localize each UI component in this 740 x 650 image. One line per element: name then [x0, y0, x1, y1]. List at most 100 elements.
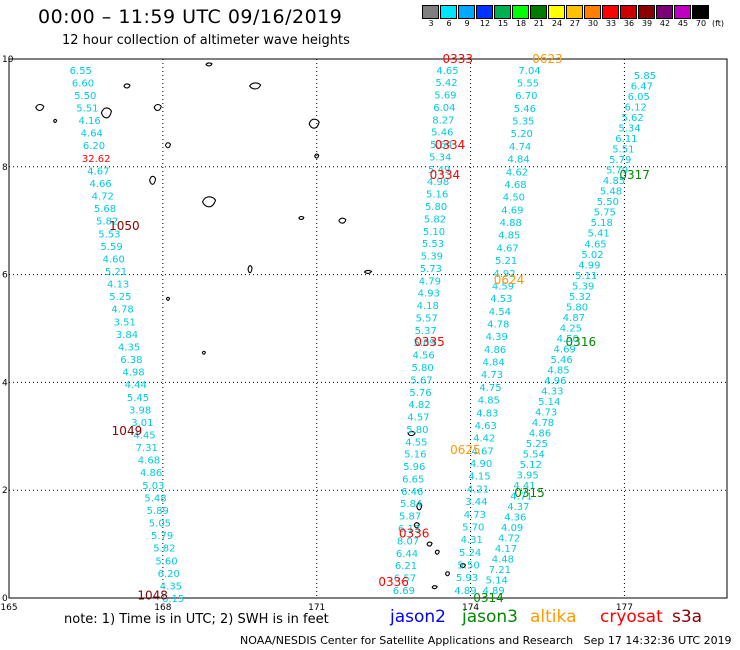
island-outline [153, 103, 162, 112]
swh-value: 4.25 [560, 323, 582, 334]
swh-value: 4.72 [92, 192, 114, 203]
legend-swatch [620, 5, 637, 19]
swh-value: 4.64 [81, 129, 103, 140]
swh-value: 5.85 [634, 71, 656, 82]
swh-value: 5.51 [76, 104, 98, 115]
swh-value: 6.69 [393, 586, 415, 597]
swh-value: 4.21 [467, 484, 489, 495]
legend-swatch [440, 5, 457, 19]
swh-value: 5.89 [147, 506, 169, 517]
legend-swatch [674, 5, 691, 19]
swh-value: 5.34 [429, 152, 451, 163]
legend-swatch [512, 5, 529, 19]
swh-value: 6.21 [395, 561, 417, 572]
swh-value: 4.75 [479, 383, 501, 394]
island-outline [201, 196, 217, 208]
swh-value: 5.39 [572, 281, 594, 292]
swh-value: 4.86 [484, 345, 506, 356]
x-tick-label: 168 [154, 603, 171, 613]
island-outline [100, 107, 113, 119]
swh-value: 4.50 [503, 193, 525, 204]
legend-label: 18 [515, 19, 527, 28]
pass-time-label: 0336 [378, 575, 409, 589]
pass-time-label: 1048 [137, 588, 168, 602]
swh-value: 6.46 [401, 487, 423, 498]
swh-value: 4.60 [103, 254, 125, 265]
swh-value: 6.55 [70, 66, 92, 77]
swh-value: 5.79 [151, 531, 173, 542]
swh-value: 5.41 [587, 229, 609, 240]
swh-value: 3.98 [129, 405, 151, 416]
legend-swatch [476, 5, 493, 19]
pass-time-label: 0334 [435, 138, 466, 152]
pass-time-label: 0623 [532, 52, 563, 66]
island-outline [205, 62, 213, 67]
swh-value: 7.31 [136, 443, 158, 454]
legend-label: 45 [677, 19, 689, 28]
legend-swatch [638, 5, 655, 19]
swh-value: 4.86 [529, 428, 551, 439]
swh-value: 4.59 [492, 281, 514, 292]
swh-value: 4.73 [464, 510, 486, 521]
swh-value: 5.09 [414, 338, 436, 349]
swh-value: 6.11 [615, 134, 637, 145]
x-tick-label: 165 [0, 603, 17, 613]
pass-time-label: 0314 [473, 591, 504, 605]
swh-value: 4.96 [544, 376, 566, 387]
x-tick-label: 177 [616, 603, 633, 613]
swh-value: 5.80 [411, 363, 433, 374]
swh-value: 4.69 [554, 344, 576, 355]
island-outline [298, 215, 305, 221]
swh-value: 5.14 [538, 397, 560, 408]
island-outline [249, 82, 262, 90]
credit-line: NOAA/NESDIS Center for Satellite Applica… [240, 634, 732, 647]
swh-value: 5.50 [74, 91, 96, 102]
swh-value: 6.13 [398, 524, 420, 535]
legend-label: 70 [695, 19, 707, 28]
swh-value: 5.34 [618, 124, 640, 135]
swh-value: 6.04 [433, 103, 455, 114]
swh-value: 4.13 [107, 280, 129, 291]
swh-value: 4.33 [541, 386, 563, 397]
swh-value: 5.60 [155, 556, 177, 567]
satellite-tracks: 6.556.605.505.514.164.646.2032.624.674.6… [70, 66, 656, 605]
swh-value: 5.21 [105, 267, 127, 278]
swh-value: 6.47 [631, 82, 653, 93]
swh-value: 4.78 [111, 305, 133, 316]
swh-value: 4.16 [78, 116, 100, 127]
swh-value: 5.46 [514, 104, 536, 115]
pass-time-label: 0317 [619, 168, 650, 182]
swh-value: 4.82 [408, 400, 430, 411]
swh-value: 4.89 [454, 586, 476, 597]
swh-value: 7.04 [518, 66, 540, 77]
swh-value: 4.98 [122, 368, 144, 379]
swh-value: 4.92 [493, 269, 515, 280]
swh-value: 6.60 [72, 78, 94, 89]
pass-time-label: 1050 [109, 219, 140, 233]
swh-value: 6.57 [394, 574, 416, 585]
swh-value: 5.18 [591, 218, 613, 229]
swh-value: 32.62 [82, 154, 111, 165]
swh-value: 4.41 [513, 481, 535, 492]
y-tick-label: 0 [2, 594, 8, 604]
swh-value: 6.20 [83, 141, 105, 152]
legend-swatch [656, 5, 673, 19]
swh-value: 4.31 [461, 535, 483, 546]
swh-value: 5.50 [597, 197, 619, 208]
y-tick-label: 10 [2, 55, 14, 65]
swh-value: 5.82 [153, 544, 175, 555]
island-outline [35, 103, 45, 112]
swh-value: 3.44 [465, 497, 487, 508]
swh-value: 5.76 [409, 388, 431, 399]
swh-value: 5.03 [142, 481, 164, 492]
island-outline [416, 502, 423, 511]
swh-value: 4.85 [547, 365, 569, 376]
island-outline [149, 175, 157, 185]
legend-label: 39 [641, 19, 653, 28]
swh-value: 5.80 [425, 202, 447, 213]
swh-value: 5.51 [612, 145, 634, 156]
legend-unit: (ft) [711, 19, 725, 28]
footnote: note: 1) Time is in UTC; 2) SWH is in fe… [64, 612, 329, 627]
swh-value: 4.85 [478, 396, 500, 407]
